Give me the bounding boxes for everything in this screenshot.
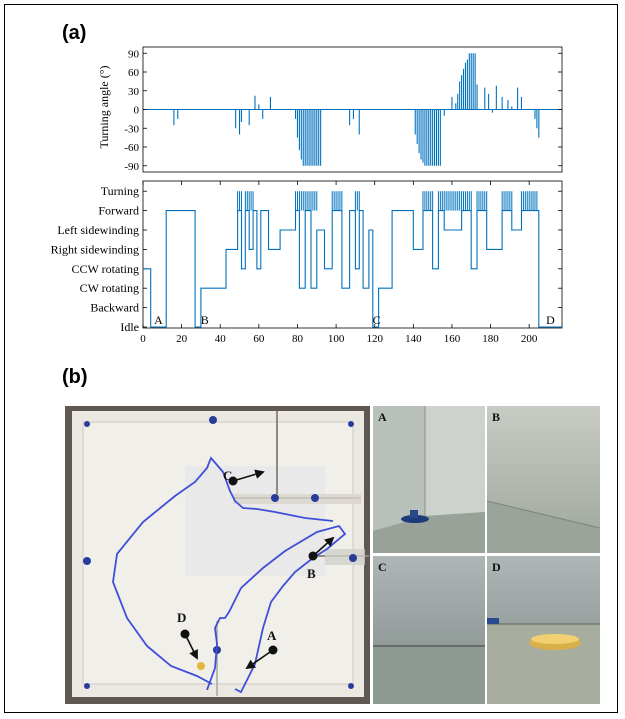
- state-category-label: Forward: [98, 204, 139, 218]
- state-category-label: CCW rotating: [72, 262, 139, 276]
- state-category-label: Turning: [101, 184, 139, 198]
- y-tick-label: -90: [124, 161, 139, 173]
- annotation-d: D: [546, 313, 555, 327]
- figure-frame: [4, 4, 618, 713]
- annotation-c: C: [373, 313, 381, 327]
- motion-state-chart: Idle Backward CW rotating CCW rotating Right…: [51, 180, 563, 345]
- x-tick-label: 40: [215, 333, 227, 345]
- panel-a-label: (a): [62, 22, 87, 44]
- annotation-b: B: [201, 313, 209, 327]
- x-tick-label: 100: [328, 333, 345, 345]
- inset-label-c: C: [378, 560, 387, 574]
- inset-photo-b: B: [486, 406, 601, 553]
- inset-label-d: D: [492, 560, 501, 574]
- x-tick-label: 200: [521, 333, 538, 345]
- annotation-a: A: [154, 313, 163, 327]
- arena-label-a: A: [267, 628, 277, 643]
- x-tick-label: 140: [405, 333, 422, 345]
- inset-photo-a: A: [373, 406, 485, 553]
- state-category-label: CW rotating: [80, 281, 139, 295]
- arena-label-d: D: [177, 610, 186, 625]
- arena-label-c: C: [223, 468, 232, 483]
- photo-panel: C B A D A B C D: [65, 406, 601, 704]
- motion-state-series: [143, 210, 562, 328]
- y-tick-label: 0: [134, 105, 140, 117]
- inset-photo-d: D: [487, 556, 600, 704]
- motion-state-plot-frame: [142, 180, 563, 329]
- state-category-label: Idle: [120, 320, 139, 334]
- inset-photo-c: C: [373, 556, 485, 704]
- turning-angle-ylabel: Turning angle (°): [97, 65, 111, 148]
- x-tick-label: 160: [444, 333, 461, 345]
- y-tick-label: 90: [128, 48, 140, 60]
- arena-photo: C B A D: [65, 406, 370, 704]
- y-tick-label: -60: [124, 142, 139, 154]
- y-tick-label: -30: [124, 123, 139, 135]
- state-category-label: Right sidewinding: [51, 242, 139, 256]
- state-category-label: Left sidewinding: [57, 223, 139, 237]
- inset-label-a: A: [378, 410, 387, 424]
- state-category-label: Backward: [90, 301, 139, 315]
- y-tick-label: 60: [128, 67, 140, 79]
- x-tick-label: 60: [253, 333, 265, 345]
- y-tick-label: 30: [128, 86, 140, 98]
- x-tick-label: 120: [366, 333, 383, 345]
- x-tick-label: 180: [482, 333, 499, 345]
- turning-angle-chart: 90 60 30 0 -30 -60 -90 Turning angle (°): [97, 46, 563, 173]
- x-tick-label: 80: [292, 333, 304, 345]
- panel-b-label: (b): [62, 366, 88, 388]
- robot-trajectory: [206, 524, 347, 694]
- inset-label-b: B: [492, 410, 500, 424]
- x-tick-label: 0: [140, 333, 146, 345]
- x-tick-label: 20: [176, 333, 188, 345]
- arena-label-b: B: [307, 566, 316, 581]
